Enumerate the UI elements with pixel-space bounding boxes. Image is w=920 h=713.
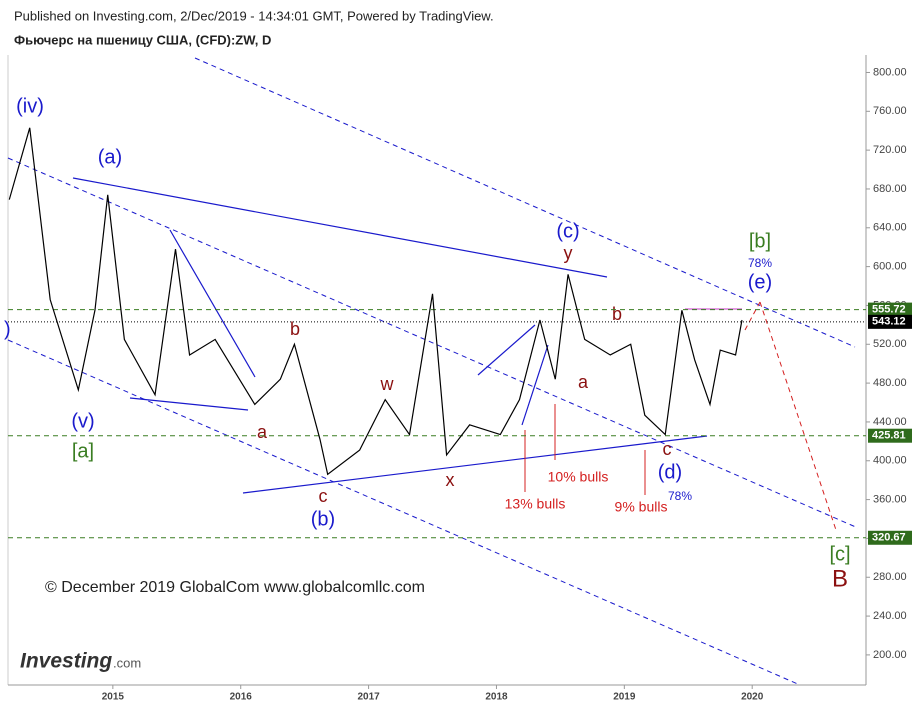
- logo-suffix: .com: [113, 655, 141, 670]
- y-tick-label: 520.00: [873, 338, 907, 350]
- x-tick-label: 2015: [102, 692, 125, 703]
- bulls-label: 13% bulls: [505, 496, 566, 512]
- price-tag-label: 555.72: [872, 304, 906, 316]
- wave-label: c: [663, 439, 672, 459]
- wave-label: B: [832, 565, 848, 592]
- wave-label: (e): [748, 271, 772, 293]
- x-tick-label: 2017: [357, 692, 380, 703]
- x-tick-label: 2020: [741, 692, 764, 703]
- y-tick-label: 680.00: [873, 183, 907, 195]
- price-tag: [868, 302, 912, 317]
- percent-label: 78%: [748, 256, 772, 270]
- price-tag: [868, 314, 912, 329]
- wave-label: (b): [311, 508, 335, 530]
- wave-label: b: [612, 304, 622, 324]
- y-tick-label: 200.00: [873, 649, 907, 661]
- x-tick-label: 2016: [230, 692, 253, 703]
- y-tick-label: 760.00: [873, 105, 907, 117]
- wave-label: [a]: [72, 440, 94, 462]
- wave-label: [b]: [749, 230, 771, 252]
- wave-label: c: [319, 486, 328, 506]
- price-tag-label: 425.81: [872, 430, 906, 442]
- wave-label: [c]: [829, 543, 850, 565]
- y-tick-label: 600.00: [873, 261, 907, 273]
- y-tick-label: 800.00: [873, 66, 907, 78]
- logo: Investing: [20, 650, 112, 673]
- chart-title: Фьючерс на пшеницу США, (CFD):ZW, D: [14, 32, 271, 47]
- wave-label: a: [578, 372, 589, 392]
- y-tick-label: 280.00: [873, 571, 907, 583]
- price-tag: [868, 428, 912, 443]
- price-tag-label: 543.12: [872, 316, 906, 328]
- wave-label: (c): [556, 220, 579, 242]
- bulls-label: 10% bulls: [548, 469, 609, 485]
- price-tag: [868, 530, 912, 545]
- wave-label: b: [290, 319, 300, 339]
- y-tick-label: 360.00: [873, 493, 907, 505]
- wave-label: (iv): [16, 95, 44, 117]
- y-tick-label: 400.00: [873, 455, 907, 467]
- y-tick-label: 640.00: [873, 222, 907, 234]
- wave-label: x: [446, 470, 455, 490]
- x-tick-label: 2019: [613, 692, 636, 703]
- wave-label: a: [257, 422, 268, 442]
- y-tick-label: 480.00: [873, 377, 907, 389]
- published: Published on Investing.com, 2/Dec/2019 -…: [14, 8, 494, 23]
- watermark: © December 2019 GlobalCom www.globalcoml…: [45, 579, 425, 596]
- wave-label: ): [4, 318, 11, 340]
- trend-lines: [7, 57, 859, 686]
- price-tag-label: 320.67: [872, 532, 906, 544]
- y-tick-label: 240.00: [873, 610, 907, 622]
- wave-label: (a): [98, 146, 122, 168]
- x-tick-label: 2018: [485, 692, 508, 703]
- wave-label: y: [564, 243, 573, 263]
- percent-label: 78%: [668, 489, 692, 503]
- bulls-label: 9% bulls: [615, 499, 668, 515]
- y-tick-label: 440.00: [873, 416, 907, 428]
- price-line: [8, 127, 743, 476]
- wave-label: w: [380, 374, 395, 394]
- wave-label: (d): [658, 461, 682, 483]
- y-tick-label: 720.00: [873, 144, 907, 156]
- wave-label: (v): [71, 410, 94, 432]
